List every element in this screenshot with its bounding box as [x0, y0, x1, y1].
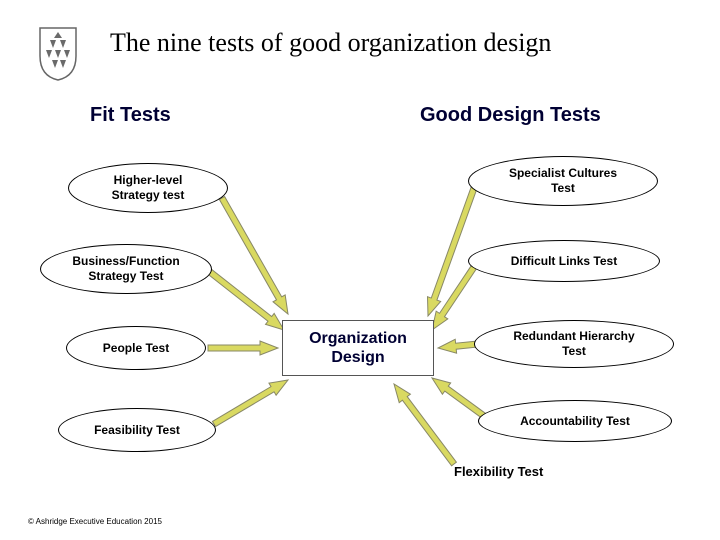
ellipse-business-function: Business/FunctionStrategy Test	[40, 244, 212, 294]
flexibility-test-label: Flexibility Test	[454, 464, 543, 479]
shield-logo	[36, 26, 80, 82]
ellipse-redundant-hierarchy: Redundant HierarchyTest	[474, 320, 674, 368]
slide-title: The nine tests of good organization desi…	[110, 28, 551, 58]
organization-design-box: OrganizationDesign	[282, 320, 434, 376]
ellipse-feasibility: Feasibility Test	[58, 408, 216, 452]
ellipse-difficult-links: Difficult Links Test	[468, 240, 660, 282]
fit-tests-header: Fit Tests	[90, 104, 171, 127]
ellipse-higher-level: Higher-levelStrategy test	[68, 163, 228, 213]
ellipse-people: People Test	[66, 326, 206, 370]
copyright-footer: © Ashridge Executive Education 2015	[28, 517, 162, 526]
ellipse-specialist-cultures: Specialist CulturesTest	[468, 156, 658, 206]
ellipse-accountability: Accountability Test	[478, 400, 672, 442]
good-design-tests-header: Good Design Tests	[420, 104, 601, 127]
slide: The nine tests of good organization desi…	[0, 0, 720, 540]
